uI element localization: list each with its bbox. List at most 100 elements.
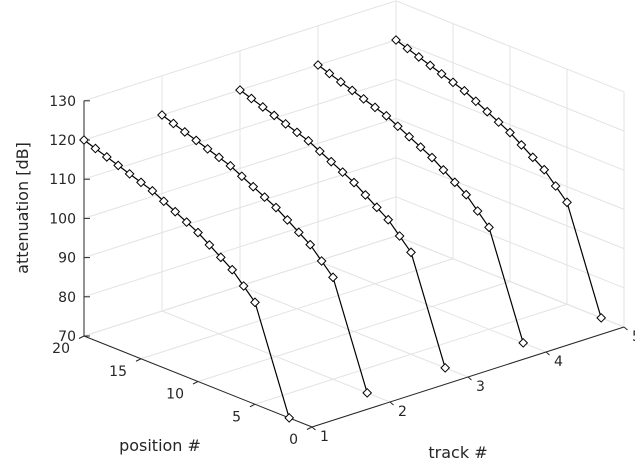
data-point-marker: [415, 142, 426, 153]
series-line: [317, 64, 524, 344]
y-tick-label: 15: [109, 364, 127, 380]
data-point-marker: [79, 135, 89, 145]
data-point-marker: [482, 106, 493, 117]
x-tick-label: 5: [632, 329, 635, 345]
data-point-marker: [181, 217, 192, 228]
data-point-marker: [316, 256, 327, 266]
data-point-marker: [236, 171, 247, 182]
data-point-marker: [113, 160, 124, 171]
data-point-marker: [358, 93, 369, 104]
data-point-marker: [427, 152, 437, 163]
grid-line: [395, 157, 625, 250]
data-point-marker: [202, 143, 213, 154]
data-point-marker: [204, 240, 215, 250]
y-tick-mark: [192, 381, 199, 385]
series-track-2: [157, 110, 373, 398]
data-point-marker: [280, 118, 291, 129]
data-point-marker: [394, 231, 405, 241]
y-axis-label: position #: [119, 436, 201, 455]
data-point-marker: [402, 43, 413, 54]
data-point-marker: [448, 77, 458, 88]
data-point-marker: [293, 227, 304, 238]
data-point-marker: [179, 127, 190, 137]
x-tick-mark: [623, 326, 628, 331]
y-tick-label: 20: [52, 341, 70, 357]
data-point-marker: [425, 60, 436, 71]
y-tick-label: 5: [232, 409, 241, 425]
data-point-marker: [413, 52, 424, 62]
z-tick-label: 110: [49, 172, 76, 188]
data-point-marker: [493, 117, 504, 128]
x-tick-mark: [311, 426, 316, 431]
data-point-marker: [303, 135, 314, 146]
y-tick-mark: [249, 403, 256, 408]
series-track-3: [235, 85, 451, 373]
series-track-5: [391, 35, 607, 323]
data-point-marker: [349, 177, 359, 188]
data-point-marker: [406, 247, 416, 258]
data-point-marker: [314, 146, 325, 157]
data-point-marker: [562, 197, 572, 208]
grid-line: [83, 0, 397, 102]
data-point-marker: [191, 135, 202, 146]
x-axis-label: track #: [428, 443, 487, 459]
x-tick-mark: [545, 351, 550, 356]
data-point-marker: [362, 387, 373, 398]
label-layer: attenuation [dB] position # track #: [13, 142, 488, 459]
data-point-marker: [383, 214, 394, 225]
data-point-marker: [527, 152, 538, 163]
data-point-marker: [371, 202, 382, 213]
data-point-marker: [459, 85, 470, 96]
data-point-marker: [292, 127, 302, 138]
x-tick-mark: [467, 376, 472, 381]
data-point-marker: [449, 177, 460, 188]
grid-line: [254, 303, 568, 405]
grid-layer: [83, 0, 625, 428]
series-line: [161, 114, 368, 394]
grid-line: [83, 78, 397, 180]
data-point-marker: [438, 165, 449, 175]
z-tick-label: 120: [49, 133, 76, 149]
z-tick-label: 100: [49, 211, 76, 227]
data-point-marker: [170, 206, 181, 217]
data-point-marker: [472, 206, 483, 216]
grid-line: [395, 78, 625, 171]
y-tick-mark: [306, 426, 313, 430]
series-track-4: [313, 60, 529, 348]
data-point-marker: [225, 160, 236, 171]
data-point-marker: [516, 140, 527, 150]
data-point-marker: [158, 196, 169, 207]
z-tick-label: 70: [58, 329, 76, 345]
z-tick-label: 130: [49, 94, 76, 110]
data-point-marker: [101, 152, 112, 162]
data-point-marker: [539, 164, 550, 175]
data-point-marker: [271, 202, 281, 213]
grid-line: [395, 39, 625, 132]
data-point-marker: [347, 85, 358, 96]
data-point-marker: [381, 110, 392, 121]
data-point-marker: [391, 35, 401, 45]
x-tick-label: 3: [476, 379, 485, 395]
data-point-marker: [136, 177, 146, 188]
grid-line: [83, 117, 397, 219]
grid-line: [395, 0, 625, 93]
x-tick-label: 2: [398, 404, 407, 420]
data-point-marker: [193, 227, 203, 238]
z-axis-label: attenuation [dB]: [13, 142, 32, 274]
series-track-1: [79, 135, 295, 423]
data-point-marker: [124, 168, 135, 179]
data-point-marker: [436, 68, 447, 79]
data-point-marker: [596, 312, 607, 323]
data-point-marker: [484, 222, 494, 233]
z-tick-label: 90: [58, 251, 76, 267]
data-point-marker: [269, 110, 280, 121]
data-point-marker: [360, 190, 371, 200]
data-point-marker: [324, 68, 335, 79]
z-tick-label: 80: [58, 290, 76, 306]
data-point-marker: [313, 60, 323, 70]
grid-line: [83, 196, 397, 298]
y-tick-label: 10: [166, 387, 184, 403]
data-point-marker: [326, 156, 337, 167]
